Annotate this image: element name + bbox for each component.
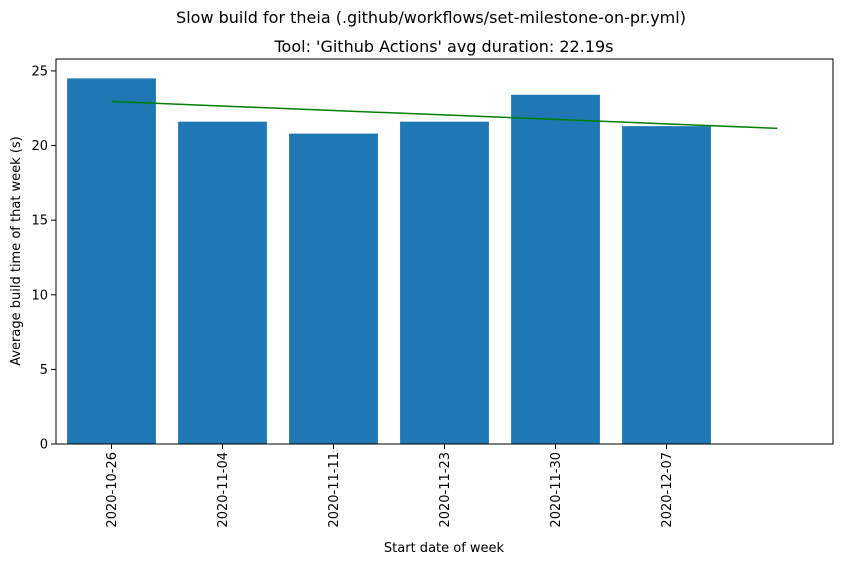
x-tick-label: 2020-11-11 (327, 452, 342, 528)
chart-suptitle: Slow build for theia (.github/workflows/… (176, 8, 686, 27)
x-tick-label: 2020-11-04 (216, 452, 231, 528)
x-tick-label: 2020-11-23 (438, 452, 453, 528)
chart-title: Tool: 'Github Actions' avg duration: 22.… (274, 37, 614, 56)
bar-2020-11-30 (511, 95, 600, 444)
y-tick-label: 25 (31, 64, 48, 79)
bar-2020-12-07 (622, 126, 711, 444)
bar-2020-10-26 (67, 78, 156, 444)
x-tick-label: 2020-12-07 (660, 452, 675, 528)
bars-group (67, 78, 711, 444)
x-tick-label: 2020-11-30 (549, 452, 564, 528)
x-tick-label: 2020-10-26 (105, 452, 120, 528)
bar-2020-11-04 (178, 122, 267, 444)
y-tick-label: 10 (31, 288, 48, 303)
y-tick-label: 5 (40, 363, 48, 378)
y-axis-label: Average build time of that week (s) (9, 136, 24, 366)
x-axis-label: Start date of week (384, 541, 505, 556)
y-tick-label: 15 (31, 214, 48, 229)
x-axis: 2020-10-26 2020-11-04 2020-11-11 2020-11-23… (105, 444, 675, 528)
y-tick-label: 0 (40, 438, 48, 453)
y-tick-label: 20 (31, 139, 48, 154)
bar-2020-11-23 (400, 122, 489, 444)
bar-2020-11-11 (289, 134, 378, 444)
y-axis: 0 5 10 15 20 25 (31, 64, 56, 452)
